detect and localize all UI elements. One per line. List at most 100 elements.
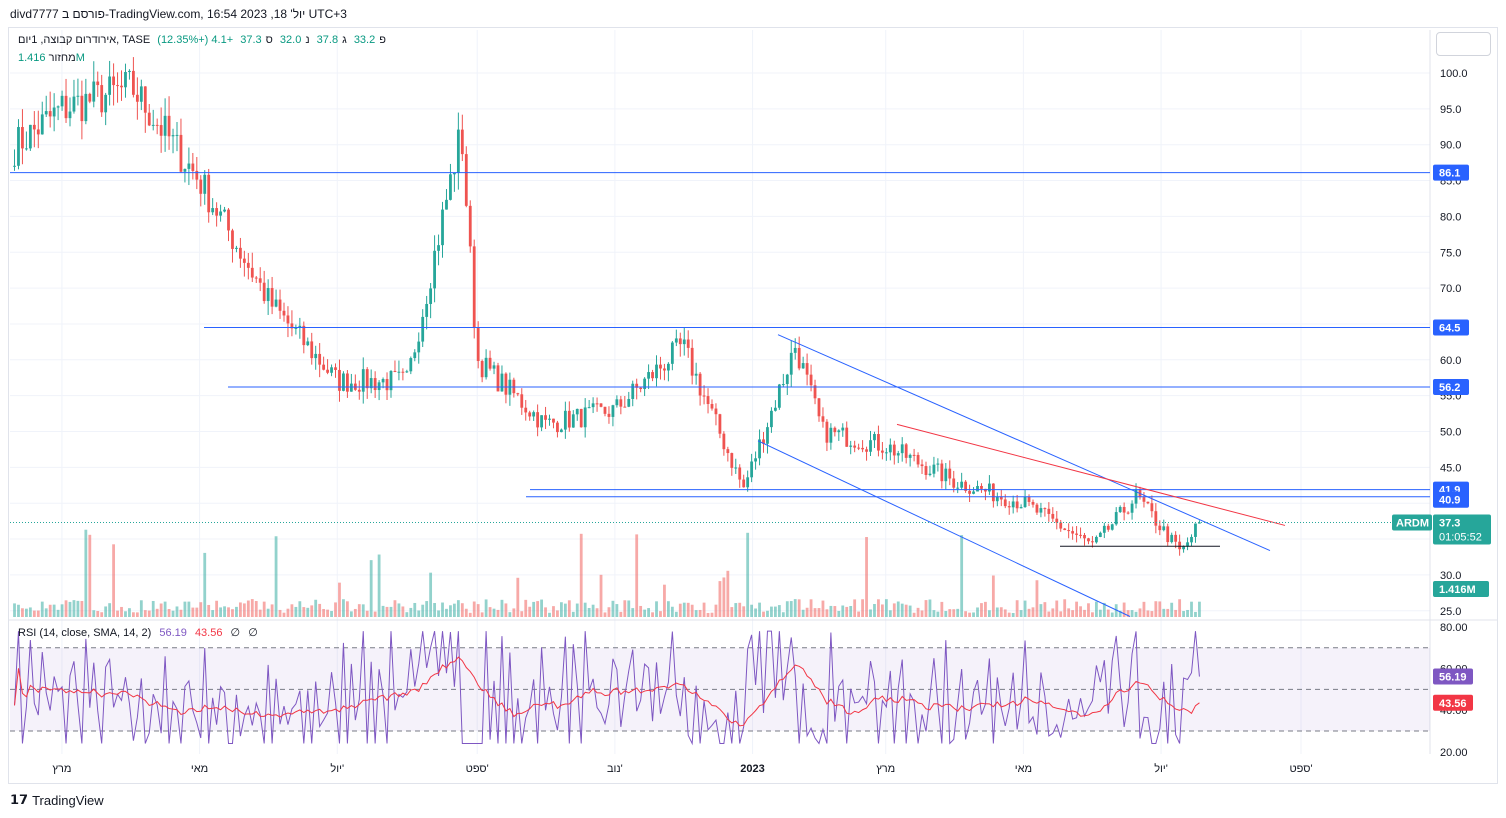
candle-body bbox=[643, 378, 647, 390]
candle-body bbox=[956, 487, 960, 489]
volume-bar bbox=[991, 575, 995, 617]
volume-bar bbox=[1039, 604, 1043, 617]
candle-body bbox=[468, 205, 472, 247]
footer-brand[interactable]: 𝟭𝟳 TradingView bbox=[10, 792, 104, 808]
candle-body bbox=[13, 165, 16, 167]
volume-bar bbox=[100, 612, 104, 617]
volume-bar bbox=[651, 612, 654, 617]
candle-body bbox=[595, 403, 599, 405]
candle-body bbox=[132, 70, 135, 95]
volume-bar bbox=[972, 612, 975, 617]
volume-bar bbox=[1178, 599, 1182, 617]
volume-bar bbox=[108, 603, 112, 617]
volume-bar bbox=[987, 610, 991, 617]
candle-body bbox=[980, 485, 983, 489]
candle-body bbox=[734, 467, 738, 469]
candle-body bbox=[262, 282, 266, 302]
volume-bar bbox=[254, 601, 258, 617]
candle-body bbox=[1170, 534, 1174, 543]
rsi-tag-bg bbox=[1433, 668, 1473, 685]
level-tag-56: 56.2 bbox=[1439, 382, 1460, 394]
volume-bar bbox=[789, 601, 793, 617]
volume-bar bbox=[635, 534, 639, 617]
candle-body bbox=[1031, 501, 1035, 505]
close-label: ס bbox=[265, 34, 273, 46]
volume-bar bbox=[813, 608, 817, 617]
candle-body bbox=[64, 95, 68, 119]
volume-bar bbox=[116, 610, 119, 617]
candle-body bbox=[1087, 538, 1090, 542]
candle-body bbox=[330, 367, 333, 373]
candle-body bbox=[718, 414, 722, 434]
volume-bar bbox=[528, 606, 532, 617]
volume-bar bbox=[1094, 601, 1098, 617]
volume-bar bbox=[1063, 599, 1067, 617]
candle-body bbox=[48, 111, 52, 117]
candle-body bbox=[421, 316, 425, 342]
candle-body bbox=[536, 412, 540, 428]
candle-body bbox=[999, 496, 1003, 500]
volume-bar bbox=[421, 604, 425, 617]
volume-bar bbox=[258, 609, 262, 617]
candle-body bbox=[32, 124, 36, 130]
volume-bar bbox=[219, 607, 222, 617]
volume-bar bbox=[40, 601, 44, 617]
volume-bar bbox=[1059, 611, 1063, 617]
candle-body bbox=[211, 208, 215, 213]
volume-bar bbox=[936, 611, 940, 617]
candle-body bbox=[1166, 526, 1170, 543]
candle-body bbox=[56, 106, 60, 108]
volume-bar bbox=[25, 608, 28, 617]
volume-bar bbox=[837, 610, 841, 617]
candle-body bbox=[754, 458, 757, 462]
volume-bar bbox=[698, 609, 702, 617]
candle-body bbox=[476, 327, 480, 362]
candle-body bbox=[365, 369, 369, 389]
volume-bar bbox=[964, 611, 968, 617]
candle-body bbox=[504, 373, 508, 395]
candle-body bbox=[318, 353, 322, 365]
time-tick-label: מאי bbox=[1015, 763, 1032, 775]
price-tick-label: 90.0 bbox=[1440, 140, 1461, 152]
candle-body bbox=[1106, 525, 1110, 530]
candle-body bbox=[1122, 506, 1126, 513]
candle-body bbox=[773, 407, 777, 411]
volume-bar bbox=[742, 606, 746, 617]
volume-bar bbox=[1015, 600, 1019, 617]
chart-settings-box[interactable] bbox=[1436, 32, 1491, 56]
volume-bar bbox=[924, 600, 928, 617]
candle-body bbox=[1027, 496, 1031, 502]
volume-bar bbox=[314, 599, 318, 617]
volume-bar bbox=[1091, 612, 1094, 617]
volume-bar bbox=[298, 601, 302, 617]
volume-bar bbox=[68, 601, 72, 617]
candle-body bbox=[698, 373, 702, 396]
volume-bar bbox=[346, 601, 349, 617]
candle-body bbox=[199, 179, 203, 194]
volume-bar bbox=[1083, 609, 1086, 617]
volume-bar bbox=[1138, 608, 1142, 617]
publish-header: divd7777 פורסם ב-TradingView.com, 16:54 … bbox=[10, 7, 347, 21]
countdown-tag: 01:05:52 bbox=[1439, 532, 1482, 544]
candle-body bbox=[667, 363, 670, 371]
volume-bar bbox=[960, 535, 964, 617]
volume-bar bbox=[290, 604, 294, 617]
last-price-tag: 37.3 bbox=[1439, 518, 1460, 530]
volume-bar bbox=[203, 552, 207, 617]
volume-bar bbox=[825, 609, 829, 617]
price-tick-label: 45.0 bbox=[1440, 462, 1461, 474]
candle-body bbox=[579, 408, 583, 428]
volume-bar bbox=[686, 602, 690, 617]
candle-body bbox=[120, 85, 123, 88]
volume-bar bbox=[607, 607, 611, 617]
candle-body bbox=[904, 444, 908, 458]
candle-body bbox=[104, 94, 108, 113]
volume-bar bbox=[28, 607, 32, 617]
candle-body bbox=[722, 433, 726, 450]
candle-body bbox=[17, 127, 20, 166]
candle-body bbox=[750, 461, 754, 478]
candle-body bbox=[916, 454, 920, 465]
volume-bar bbox=[357, 604, 361, 617]
volume-bar bbox=[512, 608, 516, 617]
